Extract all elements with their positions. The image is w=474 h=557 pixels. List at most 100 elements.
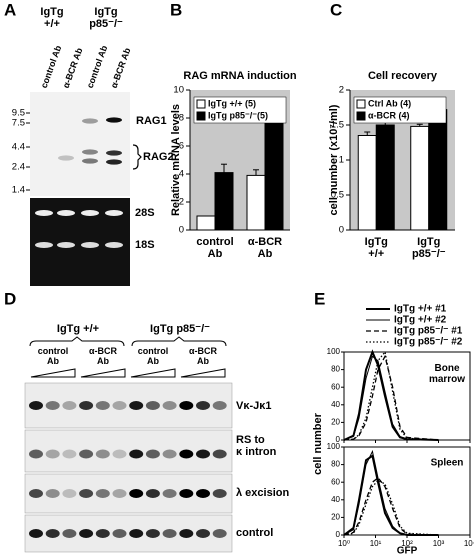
lane-label: control Ab <box>39 44 64 90</box>
row-label: λ excision <box>236 487 289 499</box>
histogram-line <box>343 354 439 441</box>
y-tick-label: 4 <box>179 169 184 180</box>
band <box>179 529 194 538</box>
legend-label: IgTg p85⁻/⁻ #2 <box>394 337 463 348</box>
band-label: RAG1 <box>136 115 167 127</box>
band <box>196 529 210 538</box>
y-axis-label: cell number (x10⁷/ml) <box>328 104 340 215</box>
panel-label: Bone marrow <box>429 363 465 385</box>
y-tick-label: 100 <box>327 442 341 451</box>
x-tick-label: IgTg p85⁻/⁻ <box>412 236 446 260</box>
y-tick-label: 60 <box>331 382 340 391</box>
group-label: IgTg +/+ <box>57 323 99 335</box>
band <box>196 489 210 498</box>
treatment-label: α-BCR Ab <box>189 346 218 366</box>
panel-letter: B <box>170 0 182 19</box>
y-tick-label: 10 <box>173 85 184 96</box>
band <box>106 150 122 156</box>
band <box>212 529 227 538</box>
band <box>95 529 110 538</box>
lane-label: α-BCR Ab <box>61 46 85 90</box>
band <box>95 489 110 498</box>
y-axis-label: cell number <box>312 412 324 474</box>
wedge <box>80 368 126 378</box>
band <box>95 401 110 410</box>
panel-letter: C <box>330 0 342 19</box>
size-marker: 1.4 <box>12 185 25 196</box>
band-label: 18S <box>135 239 155 251</box>
legend-swatch <box>356 111 366 121</box>
band <box>106 159 122 165</box>
band <box>82 158 98 164</box>
band <box>196 401 210 410</box>
band <box>129 529 144 538</box>
y-tick-label: 0 <box>336 530 341 539</box>
band <box>29 529 43 538</box>
bar <box>196 215 216 231</box>
panel-letter: E <box>314 289 325 308</box>
band <box>79 401 94 410</box>
brace <box>132 144 142 170</box>
histogram-line <box>343 350 439 441</box>
x-tick-label: control Ab <box>196 236 233 260</box>
size-marker: 2.4 <box>12 162 25 173</box>
band <box>162 529 177 538</box>
wedge <box>130 368 176 378</box>
x-tick-label: 10¹ <box>370 539 382 548</box>
wedge <box>30 368 76 378</box>
brace <box>131 336 227 347</box>
row-label: RS to κ intron <box>236 434 277 458</box>
band <box>179 489 194 498</box>
treatment-label: α-BCR Ab <box>89 346 118 366</box>
size-marker: 7.5 <box>12 118 25 129</box>
y-tick-label: 0 <box>179 225 184 236</box>
group-label: IgTg +/+ <box>40 6 63 30</box>
legend-label: Ctrl Ab (4) <box>368 98 411 108</box>
band <box>29 489 43 498</box>
y-tick-label: 6 <box>179 141 184 152</box>
treatment-label: control Ab <box>138 346 169 366</box>
band <box>45 449 60 459</box>
legend-label: IgTg p85⁻/⁻ #1 <box>394 326 463 337</box>
group-label: IgTg p85⁻/⁻ <box>89 6 123 30</box>
legend-swatch <box>356 99 366 109</box>
band <box>58 155 74 161</box>
histogram-line <box>343 349 439 441</box>
band <box>145 489 160 498</box>
rrna-band <box>35 242 53 248</box>
legend-label: IgTg +/+ (5) <box>208 98 256 108</box>
y-tick-label: 40 <box>331 495 340 504</box>
x-tick-label: 10⁴ <box>464 539 474 548</box>
y-tick-label: 1 <box>339 155 344 166</box>
y-tick-label: 2 <box>179 197 184 208</box>
band <box>212 489 227 498</box>
y-tick-label: 40 <box>331 400 340 409</box>
band <box>129 449 144 459</box>
rrna-band <box>105 210 123 216</box>
histogram-line <box>343 449 439 536</box>
y-tick-label: 20 <box>331 418 340 427</box>
x-tick-label: 10³ <box>433 539 445 548</box>
panel-label: Spleen <box>431 458 464 469</box>
chart-title: Cell recovery <box>368 70 438 82</box>
legend-swatch <box>196 111 206 121</box>
bar <box>246 174 266 231</box>
x-tick-label: α-BCR Ab <box>248 236 282 260</box>
y-tick-label: 60 <box>331 477 340 486</box>
chart-title: RAG mRNA induction <box>183 70 297 82</box>
band <box>62 489 77 498</box>
row-label: control <box>236 527 273 539</box>
band <box>145 529 160 538</box>
y-tick-label: 0 <box>336 435 341 444</box>
band <box>179 401 194 410</box>
size-marker: 4.4 <box>12 142 25 153</box>
y-tick-label: 80 <box>331 365 340 374</box>
band <box>45 401 60 410</box>
x-tick-label: IgTg +/+ <box>365 236 388 260</box>
rrna-band <box>57 242 75 248</box>
y-tick-label: 20 <box>331 513 340 522</box>
band <box>62 449 77 459</box>
band <box>162 401 177 410</box>
legend-label: IgTg +/+ #2 <box>394 315 447 326</box>
lane-label: α-BCR Ab <box>109 46 133 90</box>
